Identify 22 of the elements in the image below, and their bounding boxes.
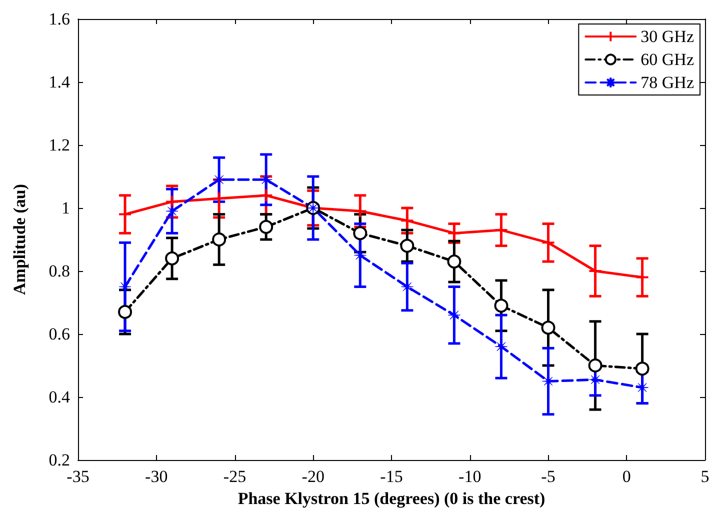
y-tick-label: 1.4 bbox=[48, 72, 70, 92]
legend-label: 78 GHz bbox=[640, 73, 694, 92]
x-tick-label: -30 bbox=[145, 467, 168, 486]
x-tick-label: -35 bbox=[66, 467, 90, 486]
y-tick-label: 1.6 bbox=[48, 10, 70, 28]
x-tick-label: 0 bbox=[622, 467, 631, 486]
y-axis-title: Amplitude (au) bbox=[10, 184, 29, 295]
x-tick-label: 5 bbox=[700, 467, 710, 486]
x-tick-label: -15 bbox=[380, 467, 403, 486]
y-tick-label: 0.6 bbox=[48, 324, 70, 344]
legend-label: 60 GHz bbox=[640, 50, 694, 69]
x-tick-label: -5 bbox=[541, 467, 556, 486]
y-tick-label: 0.2 bbox=[48, 450, 70, 470]
x-tick-label: -20 bbox=[302, 467, 324, 486]
y-tick-label: 1 bbox=[62, 198, 70, 218]
y-tick-label: 1.2 bbox=[48, 136, 70, 154]
x-tick-label: -25 bbox=[223, 467, 246, 486]
legend-label: 30 GHz bbox=[640, 27, 694, 46]
x-axis-title: Phase Klystron 15 (degrees) (0 is the crest) bbox=[238, 489, 546, 508]
x-tick-label: -10 bbox=[458, 467, 482, 486]
y-tick-label: 0.4 bbox=[48, 388, 70, 406]
y-tick-label: 0.8 bbox=[48, 262, 70, 280]
